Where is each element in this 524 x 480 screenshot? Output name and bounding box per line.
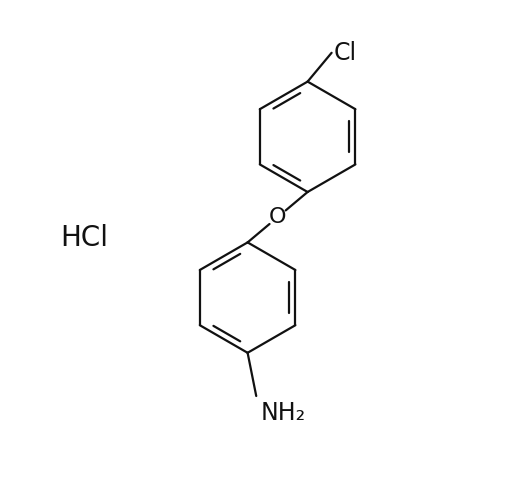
Text: O: O <box>269 207 286 227</box>
Text: Cl: Cl <box>334 41 357 65</box>
Text: NH₂: NH₂ <box>261 401 306 425</box>
Text: HCl: HCl <box>60 224 108 252</box>
